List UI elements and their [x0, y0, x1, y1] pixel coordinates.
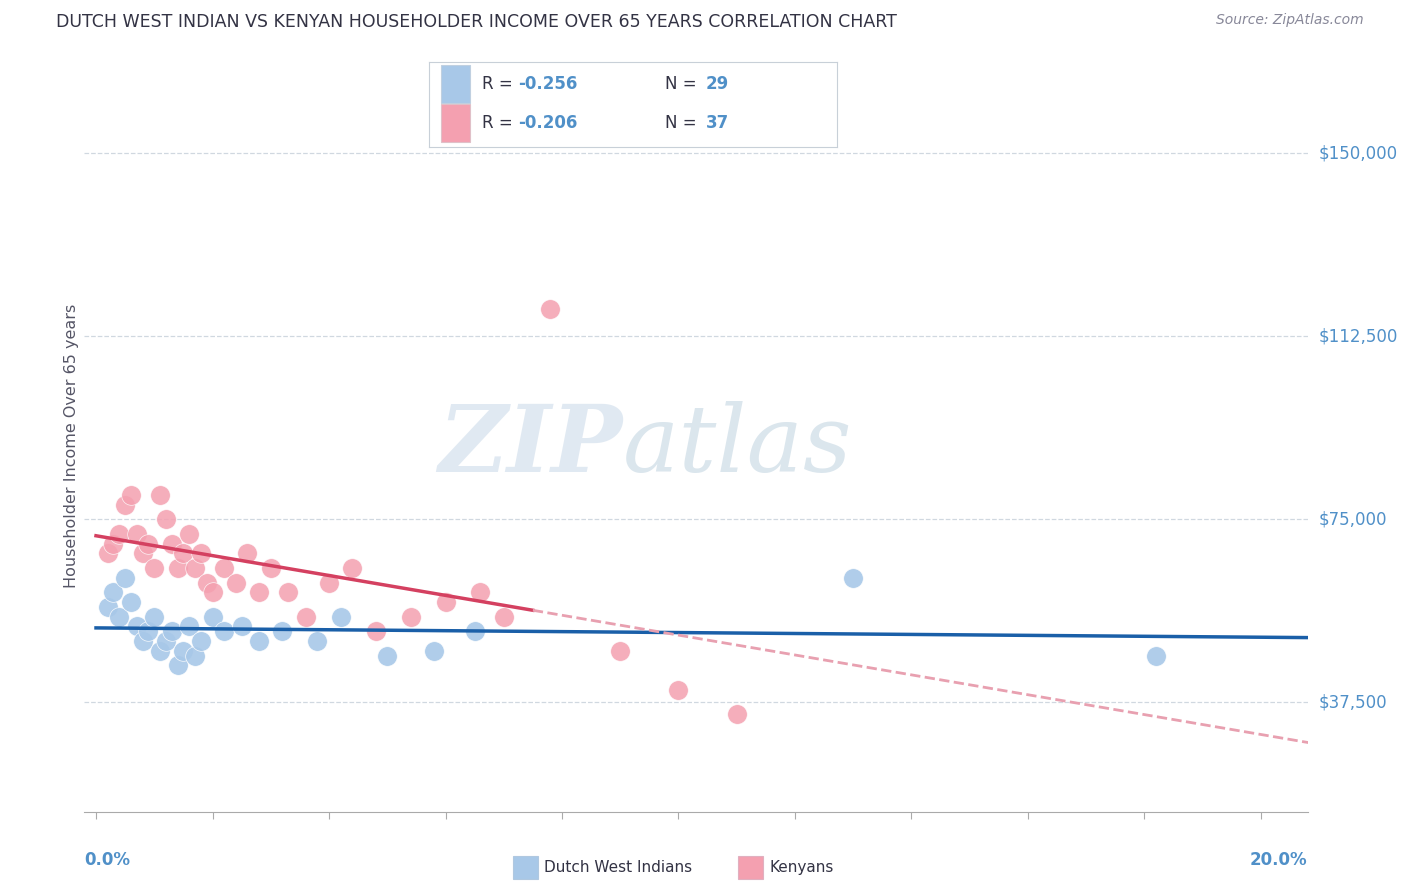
Bar — [441, 104, 470, 142]
Point — [195, 575, 218, 590]
Point — [166, 658, 188, 673]
Point — [131, 546, 153, 560]
Point — [184, 561, 207, 575]
Point — [201, 585, 224, 599]
Text: atlas: atlas — [623, 401, 852, 491]
Text: DUTCH WEST INDIAN VS KENYAN HOUSEHOLDER INCOME OVER 65 YEARS CORRELATION CHART: DUTCH WEST INDIAN VS KENYAN HOUSEHOLDER … — [56, 13, 897, 31]
Text: N =: N = — [665, 113, 702, 132]
Point — [108, 609, 131, 624]
Point — [155, 512, 177, 526]
Bar — [441, 65, 470, 103]
Point — [318, 575, 340, 590]
Point — [399, 609, 422, 624]
Text: Kenyans: Kenyans — [769, 861, 834, 875]
Point — [160, 624, 183, 639]
Point — [725, 707, 748, 722]
Point — [97, 546, 120, 560]
Point — [212, 624, 235, 639]
Point — [125, 619, 148, 633]
Point — [294, 609, 316, 624]
Text: 0.0%: 0.0% — [84, 851, 131, 869]
Point — [149, 488, 172, 502]
Point — [103, 536, 125, 550]
Point — [190, 634, 212, 648]
Point — [492, 609, 515, 624]
Point — [1144, 648, 1167, 663]
Text: R =: R = — [482, 75, 517, 93]
Point — [470, 585, 492, 599]
Point — [120, 595, 142, 609]
Point — [260, 561, 283, 575]
Point — [184, 648, 207, 663]
Point — [225, 575, 247, 590]
Point — [120, 488, 142, 502]
Point — [609, 644, 631, 658]
Point — [329, 609, 352, 624]
Point — [166, 561, 188, 575]
Text: 20.0%: 20.0% — [1250, 851, 1308, 869]
Point — [842, 571, 865, 585]
Point — [423, 644, 446, 658]
Point — [375, 648, 398, 663]
Text: -0.206: -0.206 — [519, 113, 578, 132]
Point — [138, 624, 160, 639]
Point — [236, 546, 259, 560]
Text: R =: R = — [482, 113, 517, 132]
Point — [143, 561, 166, 575]
Text: 29: 29 — [706, 75, 730, 93]
Point — [108, 526, 131, 541]
Point — [103, 585, 125, 599]
Point — [179, 619, 201, 633]
Point — [271, 624, 294, 639]
Text: Source: ZipAtlas.com: Source: ZipAtlas.com — [1216, 13, 1364, 28]
Point — [114, 571, 136, 585]
Text: $150,000: $150,000 — [1319, 145, 1398, 162]
Point — [160, 536, 183, 550]
Point — [277, 585, 299, 599]
Text: -0.256: -0.256 — [519, 75, 578, 93]
Point — [668, 682, 690, 697]
Point — [342, 561, 364, 575]
Point — [155, 634, 177, 648]
Point — [212, 561, 235, 575]
Point — [247, 585, 270, 599]
Point — [172, 644, 194, 658]
Point — [201, 609, 224, 624]
Text: ZIP: ZIP — [439, 401, 623, 491]
Point — [143, 609, 166, 624]
Point — [364, 624, 387, 639]
Text: $75,000: $75,000 — [1319, 510, 1388, 528]
Point — [307, 634, 329, 648]
Point — [231, 619, 253, 633]
Point — [172, 546, 194, 560]
Text: Dutch West Indians: Dutch West Indians — [544, 861, 692, 875]
Text: N =: N = — [665, 75, 702, 93]
Point — [138, 536, 160, 550]
Point — [114, 498, 136, 512]
Text: 37: 37 — [706, 113, 730, 132]
Y-axis label: Householder Income Over 65 years: Householder Income Over 65 years — [63, 304, 79, 588]
Point — [247, 634, 270, 648]
Point — [179, 526, 201, 541]
Point — [97, 599, 120, 614]
Point — [434, 595, 457, 609]
Point — [131, 634, 153, 648]
Point — [464, 624, 486, 639]
Text: $112,500: $112,500 — [1319, 327, 1398, 345]
Point — [190, 546, 212, 560]
Point — [125, 526, 148, 541]
Point — [149, 644, 172, 658]
Point — [538, 302, 561, 317]
Text: $37,500: $37,500 — [1319, 693, 1388, 711]
